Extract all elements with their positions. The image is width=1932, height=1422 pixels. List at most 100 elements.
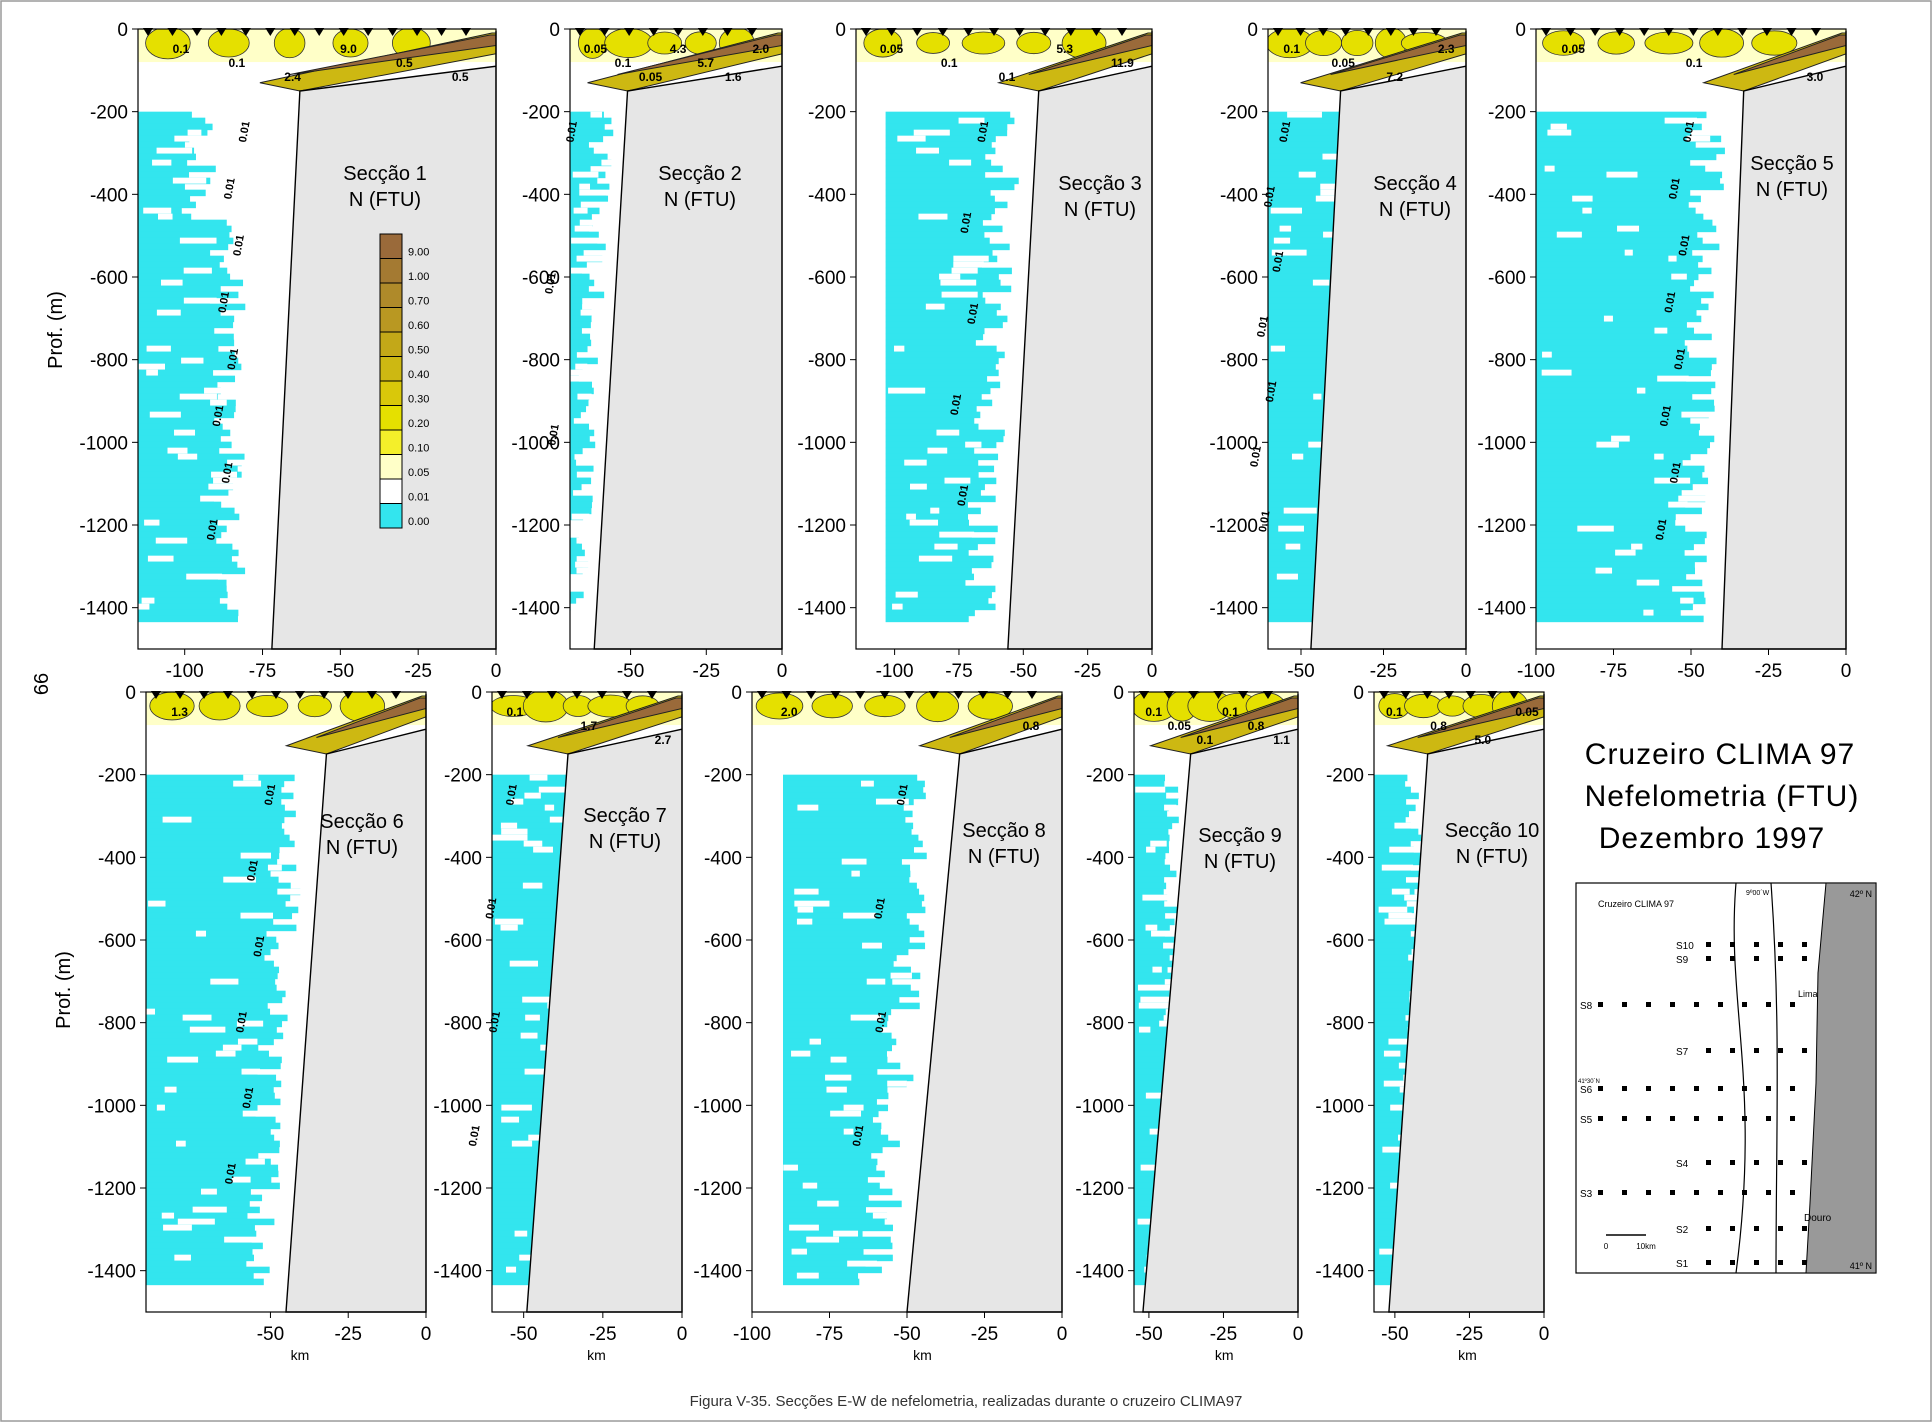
x-tick-label: -100 (733, 1324, 771, 1345)
contour-label: 0.01 (1654, 518, 1670, 541)
contour-label: 0.01 (976, 120, 992, 143)
section-panels: 0-200-400-600-800-1000-1200-1400-100 -75-… (79, 20, 1851, 1363)
y-tick-label: 0 (1353, 683, 1364, 704)
y-tick-label: -400 (98, 848, 136, 869)
contour-label: 0.1 (1145, 705, 1162, 719)
section-subtitle: N (FTU) (589, 831, 661, 853)
y-tick-label: -800 (1220, 351, 1258, 372)
contour-label: 11.9 (1111, 56, 1134, 70)
x-tick-label: -50 (893, 1324, 920, 1345)
map-station (1754, 956, 1759, 961)
legend-label: 0.30 (408, 394, 429, 406)
turbid-patch (961, 31, 1006, 55)
y-tick-label: -1200 (433, 1179, 482, 1200)
station-marker (747, 28, 757, 36)
map-station (1730, 1160, 1735, 1165)
turbid-patch (755, 692, 804, 720)
map-lat-label: 42º N (1850, 889, 1872, 899)
turbid-patch (1404, 693, 1443, 719)
map-station (1622, 1002, 1627, 1007)
turbid-patch (522, 692, 569, 723)
x-tick-label: -50 (1010, 661, 1037, 682)
map-section-label: S4 (1676, 1159, 1689, 1170)
station-marker (343, 691, 353, 699)
contour-label: 0.01 (223, 1162, 239, 1185)
turbid-patch (297, 694, 332, 718)
contour-label: 0.01 (231, 234, 247, 257)
contour-label: 0.01 (504, 783, 520, 806)
x-tick-label: -75 (816, 1324, 843, 1345)
station-marker (1263, 691, 1273, 699)
station-marker (1273, 28, 1283, 36)
y-tick-label: -1200 (1477, 516, 1526, 537)
map-title: Cruzeiro CLIMA 97 (1598, 899, 1674, 909)
x-tick-label: -75 (945, 661, 972, 682)
station-marker (223, 691, 233, 699)
contour-label: 1.6 (725, 70, 742, 84)
shelf-wedge-core (617, 34, 782, 75)
y-tick-label: -1000 (1477, 433, 1526, 454)
x-tick-label: 0 (421, 1324, 432, 1345)
y-tick-label: 0 (835, 20, 846, 41)
contour-label: 0.01 (1673, 348, 1689, 371)
contour-label: 0.01 (241, 1086, 257, 1109)
map-section-label: S5 (1580, 1115, 1593, 1126)
contour-label: 0.01 (895, 783, 911, 806)
station-marker (599, 28, 610, 36)
legend-swatch (379, 233, 403, 259)
shelf-wedge-core (949, 697, 1062, 738)
legend-label: 0.10 (408, 443, 429, 455)
map-station (1706, 1048, 1711, 1053)
contour-label: 7.2 (1386, 70, 1403, 84)
y-tick-label: -400 (808, 185, 846, 206)
station-marker (1163, 691, 1174, 699)
section-subtitle: N (FTU) (1756, 179, 1828, 201)
x-tick-label: -50 (327, 661, 354, 682)
x-tick-label: 0 (491, 661, 502, 682)
station-marker (1465, 691, 1476, 699)
y-tick-label: -1400 (511, 599, 560, 620)
station-marker (391, 691, 401, 699)
map-station (1730, 1048, 1735, 1053)
map-section-label: S10 (1676, 941, 1694, 952)
legend-swatch (379, 405, 403, 431)
contour-label: 2.4 (284, 70, 301, 84)
map-section-label: S9 (1676, 955, 1689, 966)
contour-label: 3.0 (1807, 70, 1824, 84)
station-marker (1091, 28, 1102, 36)
section-subtitle: N (FTU) (1204, 851, 1276, 873)
legend-label: 1.00 (408, 271, 429, 283)
station-marker (1065, 28, 1076, 36)
station-marker (143, 28, 153, 36)
turbid-patch (332, 29, 369, 58)
contour-label: 0.01 (1255, 315, 1271, 338)
x-tick-label: -25 (1210, 1324, 1237, 1345)
legend-swatch (379, 478, 403, 504)
station-marker (1318, 28, 1329, 36)
y-tick-label: -600 (1326, 931, 1364, 952)
map-station (1670, 1190, 1675, 1195)
legend-label: 0.05 (408, 467, 429, 479)
station-marker (989, 28, 999, 36)
map-station (1694, 1086, 1699, 1091)
turbid-patch (273, 29, 306, 59)
water-field (752, 692, 1062, 1286)
section-panel: 0 -200 -400 -600 -800 -1000 -1200 -1400 -50 -25 0 k… (1315, 683, 1549, 1363)
legend-swatch (379, 429, 403, 455)
contour-label: 0.01 (467, 1124, 483, 1147)
section-title: Secção 7 (583, 805, 666, 827)
station-marker (904, 691, 915, 699)
map-section-label: S2 (1676, 1225, 1689, 1236)
x-tick-label: -25 (1456, 1324, 1483, 1345)
x-axis-label: km (1458, 1347, 1477, 1363)
map-station (1754, 1260, 1759, 1265)
y-tick-label: -800 (1488, 351, 1526, 372)
map-station (1730, 1226, 1735, 1231)
station-marker (314, 28, 325, 36)
legend-swatch (379, 282, 403, 308)
y-tick-label: -600 (444, 931, 482, 952)
y-tick-label: -1400 (433, 1262, 482, 1283)
station-marker (1639, 28, 1650, 36)
y-tick-label: 0 (1113, 683, 1124, 704)
map-station (1670, 1002, 1675, 1007)
